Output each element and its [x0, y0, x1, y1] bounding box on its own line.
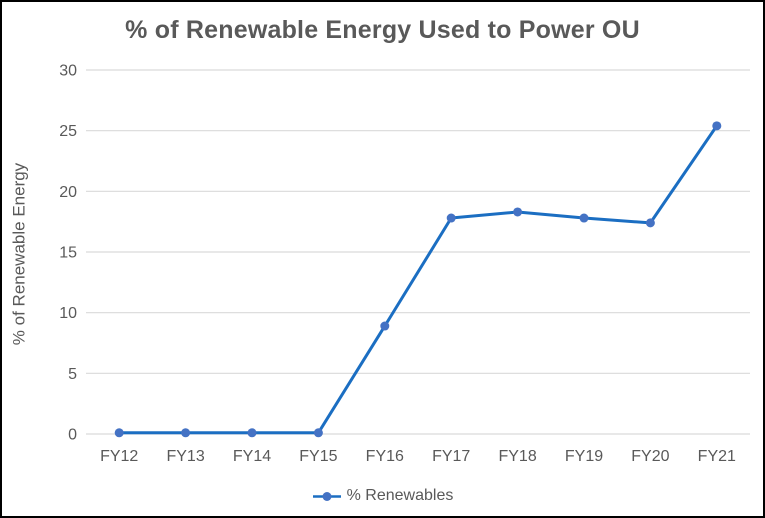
- data-point-marker: [712, 121, 722, 131]
- data-point-marker: [181, 428, 191, 438]
- legend-line-marker-icon: [312, 491, 341, 501]
- data-point-marker: [247, 428, 257, 438]
- y-axis-tick-label: 20: [59, 184, 77, 201]
- legend-dot: [322, 491, 332, 501]
- x-axis-tick-label: FY20: [631, 448, 669, 465]
- data-point-marker: [446, 213, 456, 223]
- x-axis-tick-label: FY17: [432, 448, 470, 465]
- y-axis-tick-label: 15: [59, 245, 77, 262]
- x-axis-tick-label: FY12: [100, 448, 138, 465]
- x-axis-tick-label: FY16: [366, 448, 404, 465]
- x-axis-tick-label: FY15: [299, 448, 337, 465]
- data-point-marker: [513, 207, 523, 217]
- y-axis-tick-label: 10: [59, 305, 77, 322]
- data-point-marker: [579, 213, 589, 223]
- data-point-marker: [313, 428, 323, 438]
- data-point-marker: [645, 218, 655, 228]
- legend: % Renewables: [2, 487, 763, 505]
- data-point-marker: [114, 428, 124, 438]
- y-axis-tick-label: 0: [68, 427, 77, 444]
- x-axis-tick-label: FY13: [166, 448, 204, 465]
- y-axis-tick-label: 30: [59, 63, 77, 80]
- chart-title: % of Renewable Energy Used to Power OU: [125, 16, 640, 44]
- y-axis-tick-label: 5: [68, 366, 77, 383]
- x-axis-tick-label: FY14: [233, 448, 271, 465]
- series-line: [117, 124, 719, 435]
- legend-label: % Renewables: [346, 487, 454, 504]
- data-point-marker: [380, 321, 390, 331]
- x-axis-tick-label: FY21: [698, 448, 736, 465]
- x-axis-tick-label: FY19: [565, 448, 603, 465]
- x-axis-tick-label: FY18: [498, 448, 536, 465]
- y-axis-tick-label: 25: [59, 123, 77, 140]
